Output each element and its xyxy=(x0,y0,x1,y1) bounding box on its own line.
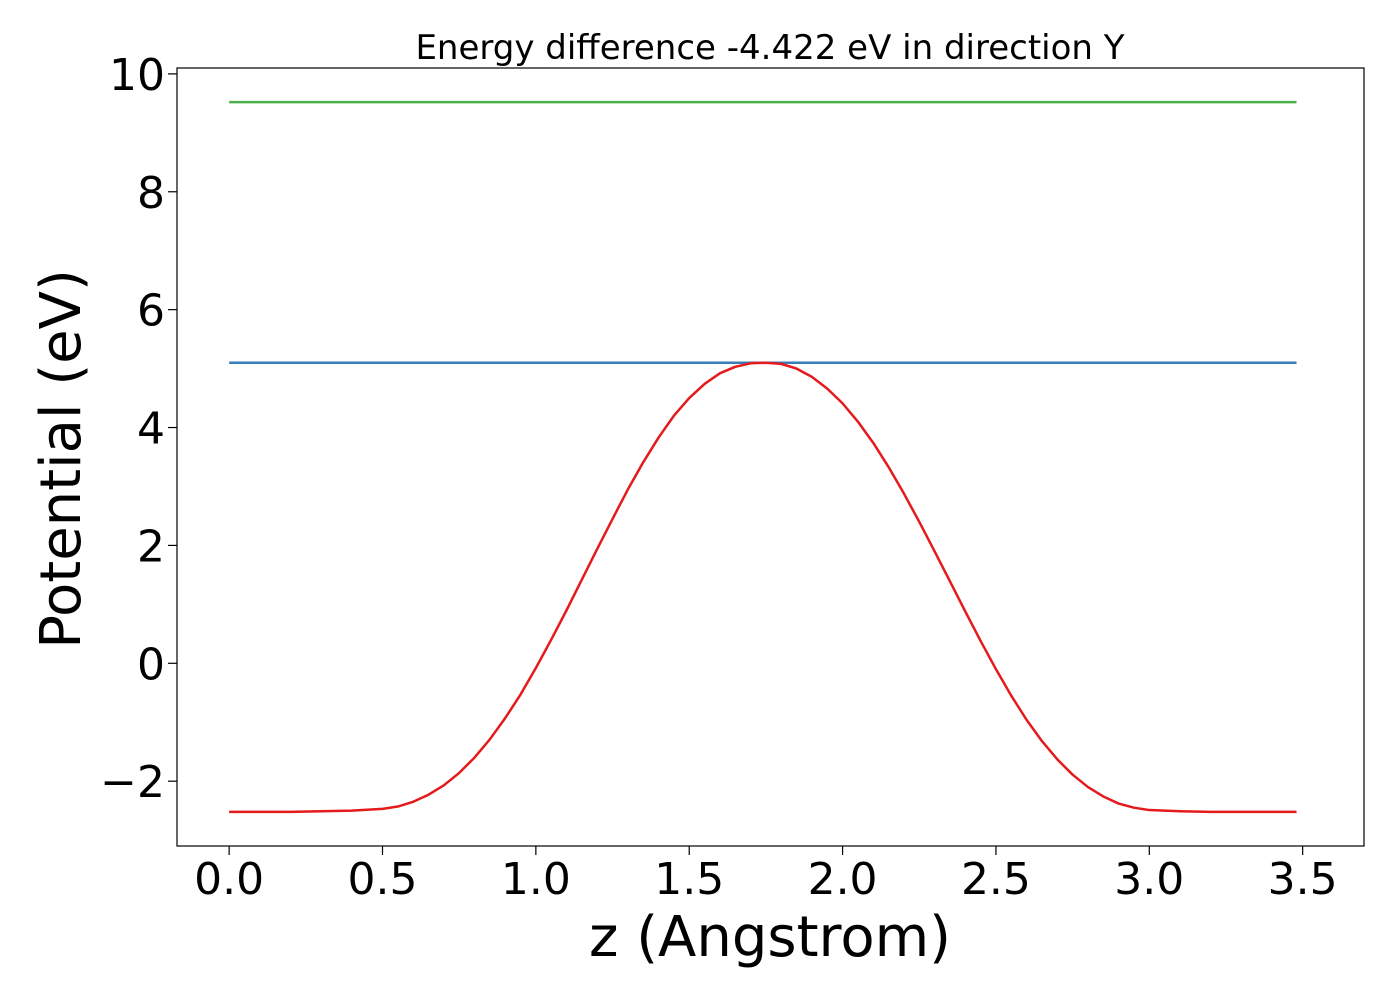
x-tick-label: 2.0 xyxy=(808,854,878,905)
y-tick-label: 8 xyxy=(137,168,165,219)
plot-area xyxy=(229,100,1297,814)
y-tick-label: 6 xyxy=(137,286,165,337)
x-tick-label: 0.5 xyxy=(348,854,418,905)
x-axis-label: z (Angstrom) xyxy=(589,905,951,970)
x-tick-label: 3.5 xyxy=(1268,854,1338,905)
x-tick-label: 1.0 xyxy=(501,854,571,905)
y-tick-label: −2 xyxy=(100,757,165,808)
y-tick-label: 0 xyxy=(137,639,165,690)
y-tick-label: 4 xyxy=(137,404,165,455)
y-axis-ticks: −2 0 2 4 6 8 10 xyxy=(100,50,177,808)
x-axis-ticks: 0.0 0.5 1.0 1.5 2.0 2.5 3.0 3.5 xyxy=(194,846,1338,905)
x-tick-label: 3.0 xyxy=(1114,854,1184,905)
x-tick-label: 0.0 xyxy=(194,854,264,905)
y-tick-label: 2 xyxy=(137,521,165,572)
y-axis-label: Potential (eV) xyxy=(29,269,94,649)
x-tick-label: 2.5 xyxy=(961,854,1031,905)
y-tick-label: 10 xyxy=(109,50,165,101)
x-tick-label: 1.5 xyxy=(654,854,724,905)
axes-frame xyxy=(176,67,1365,847)
chart-title: Energy difference -4.422 eV in direction… xyxy=(415,28,1124,68)
series-line-2 xyxy=(229,361,1297,814)
